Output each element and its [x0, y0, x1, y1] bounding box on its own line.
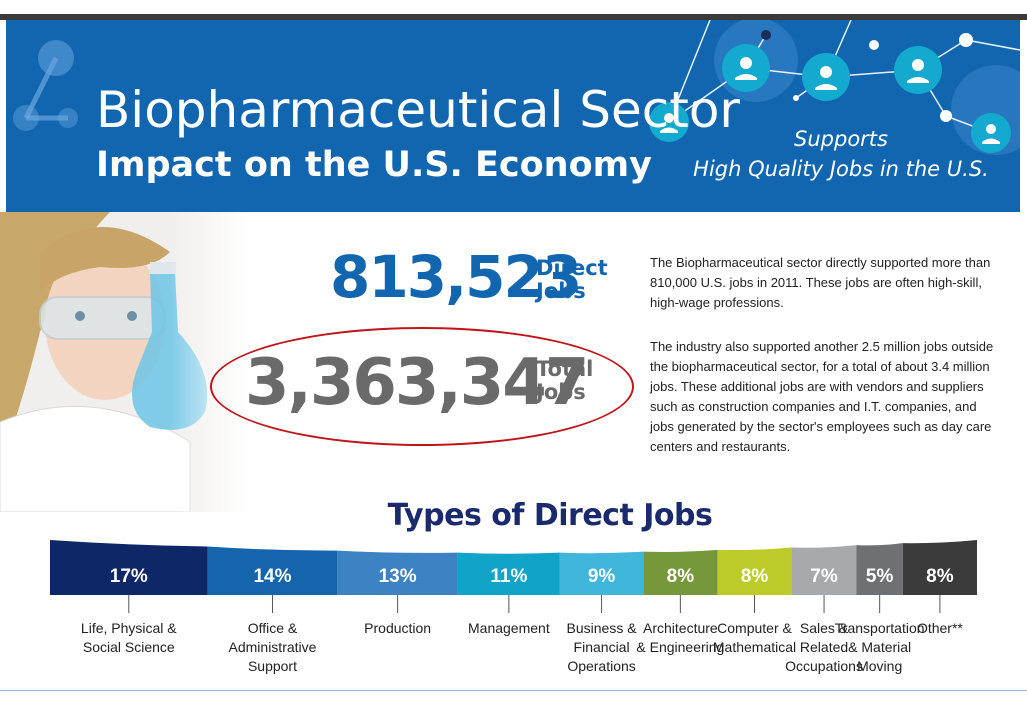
category-label: Related: [800, 639, 848, 655]
bottom-rule: [0, 690, 1027, 691]
direct-jobs-label: Direct Jobs: [536, 257, 626, 303]
total-jobs-number: 3,363,347: [245, 346, 589, 420]
bar-value-label: 9%: [588, 566, 616, 587]
supports-tagline: Supports High Quality Jobs in the U.S.: [666, 124, 1016, 184]
bar-segment: [559, 551, 644, 595]
person-node-icon: [722, 44, 770, 92]
category-label: & Engineering: [636, 639, 724, 655]
direct-label-line-1: Direct: [536, 256, 608, 280]
supports-line-2: High Quality Jobs in the U.S.: [693, 157, 989, 181]
bar-value-label: 8%: [926, 566, 954, 587]
highlight-ellipse: [210, 327, 634, 446]
banner-title: Biopharmaceutical Sector: [96, 81, 740, 139]
person-node-icon: [649, 102, 689, 142]
bar-value-label: 14%: [253, 566, 291, 587]
category-label: Management: [468, 620, 550, 636]
supports-line-1: Supports: [794, 127, 888, 151]
person-node-icon: [802, 53, 850, 101]
category-label: Computer &: [717, 620, 792, 636]
banner-subtitle: Impact on the U.S. Economy: [96, 145, 652, 185]
direct-label-line-2: Jobs: [536, 279, 586, 303]
category-label: Occupations: [785, 658, 863, 674]
total-label-line-1: Total: [536, 357, 594, 381]
header-banner: Biopharmaceutical Sector Impact on the U…: [6, 20, 1020, 212]
category-label: Sales &: [800, 620, 849, 636]
bar-value-label: 8%: [741, 566, 769, 587]
category-label: Operations: [567, 658, 635, 674]
category-label: Other**: [917, 620, 963, 636]
bar-segment: [337, 550, 458, 595]
bar-segment: [791, 545, 857, 595]
top-rule: [0, 14, 1027, 20]
category-label: Business &: [567, 620, 638, 636]
bar-segment: [856, 543, 903, 595]
network-graphic: [13, 20, 1020, 155]
person-node-icon: [971, 113, 1011, 153]
direct-jobs-bar-chart: 17% Life, Physical & Social Science 14% Offi…: [50, 540, 977, 674]
category-label: Social Science: [83, 639, 175, 655]
bar-segment: [50, 540, 208, 595]
bar-segment: [643, 549, 718, 595]
category-label: Transportation: [835, 620, 925, 636]
bar-value-label: 8%: [667, 566, 695, 587]
direct-jobs-number: 813,523: [330, 243, 582, 311]
person-node-icon: [894, 46, 942, 94]
category-label: Administrative: [229, 639, 317, 655]
bar-value-label: 7%: [810, 566, 838, 587]
category-label: & Material: [848, 639, 911, 655]
category-label: Life, Physical &: [81, 620, 177, 636]
category-label: Moving: [857, 658, 902, 674]
chart-title: Types of Direct Jobs: [387, 498, 713, 533]
category-label: Mathematical: [713, 639, 796, 655]
category-label: Architecture: [643, 620, 718, 636]
bar-value-label: 17%: [110, 566, 148, 587]
category-label: Financial: [574, 639, 630, 655]
total-jobs-paragraph: The industry also supported another 2.5 …: [650, 339, 994, 454]
bar-segment: [207, 546, 338, 595]
total-label-line-2: Jobs: [536, 380, 586, 404]
category-label: Production: [364, 620, 431, 636]
bar-segment: [902, 540, 977, 595]
direct-jobs-paragraph: The Biopharmaceutical sector directly su…: [650, 255, 991, 310]
bar-value-label: 13%: [379, 566, 417, 587]
scientist-photo: [0, 212, 250, 512]
bar-value-label: 5%: [866, 566, 894, 587]
bar-segment: [717, 547, 792, 595]
bar-segment: [457, 552, 560, 595]
category-label: Support: [248, 658, 297, 674]
bar-value-label: 11%: [490, 566, 527, 587]
category-label: Office &: [248, 620, 298, 636]
total-jobs-label: Total Jobs: [536, 358, 626, 404]
